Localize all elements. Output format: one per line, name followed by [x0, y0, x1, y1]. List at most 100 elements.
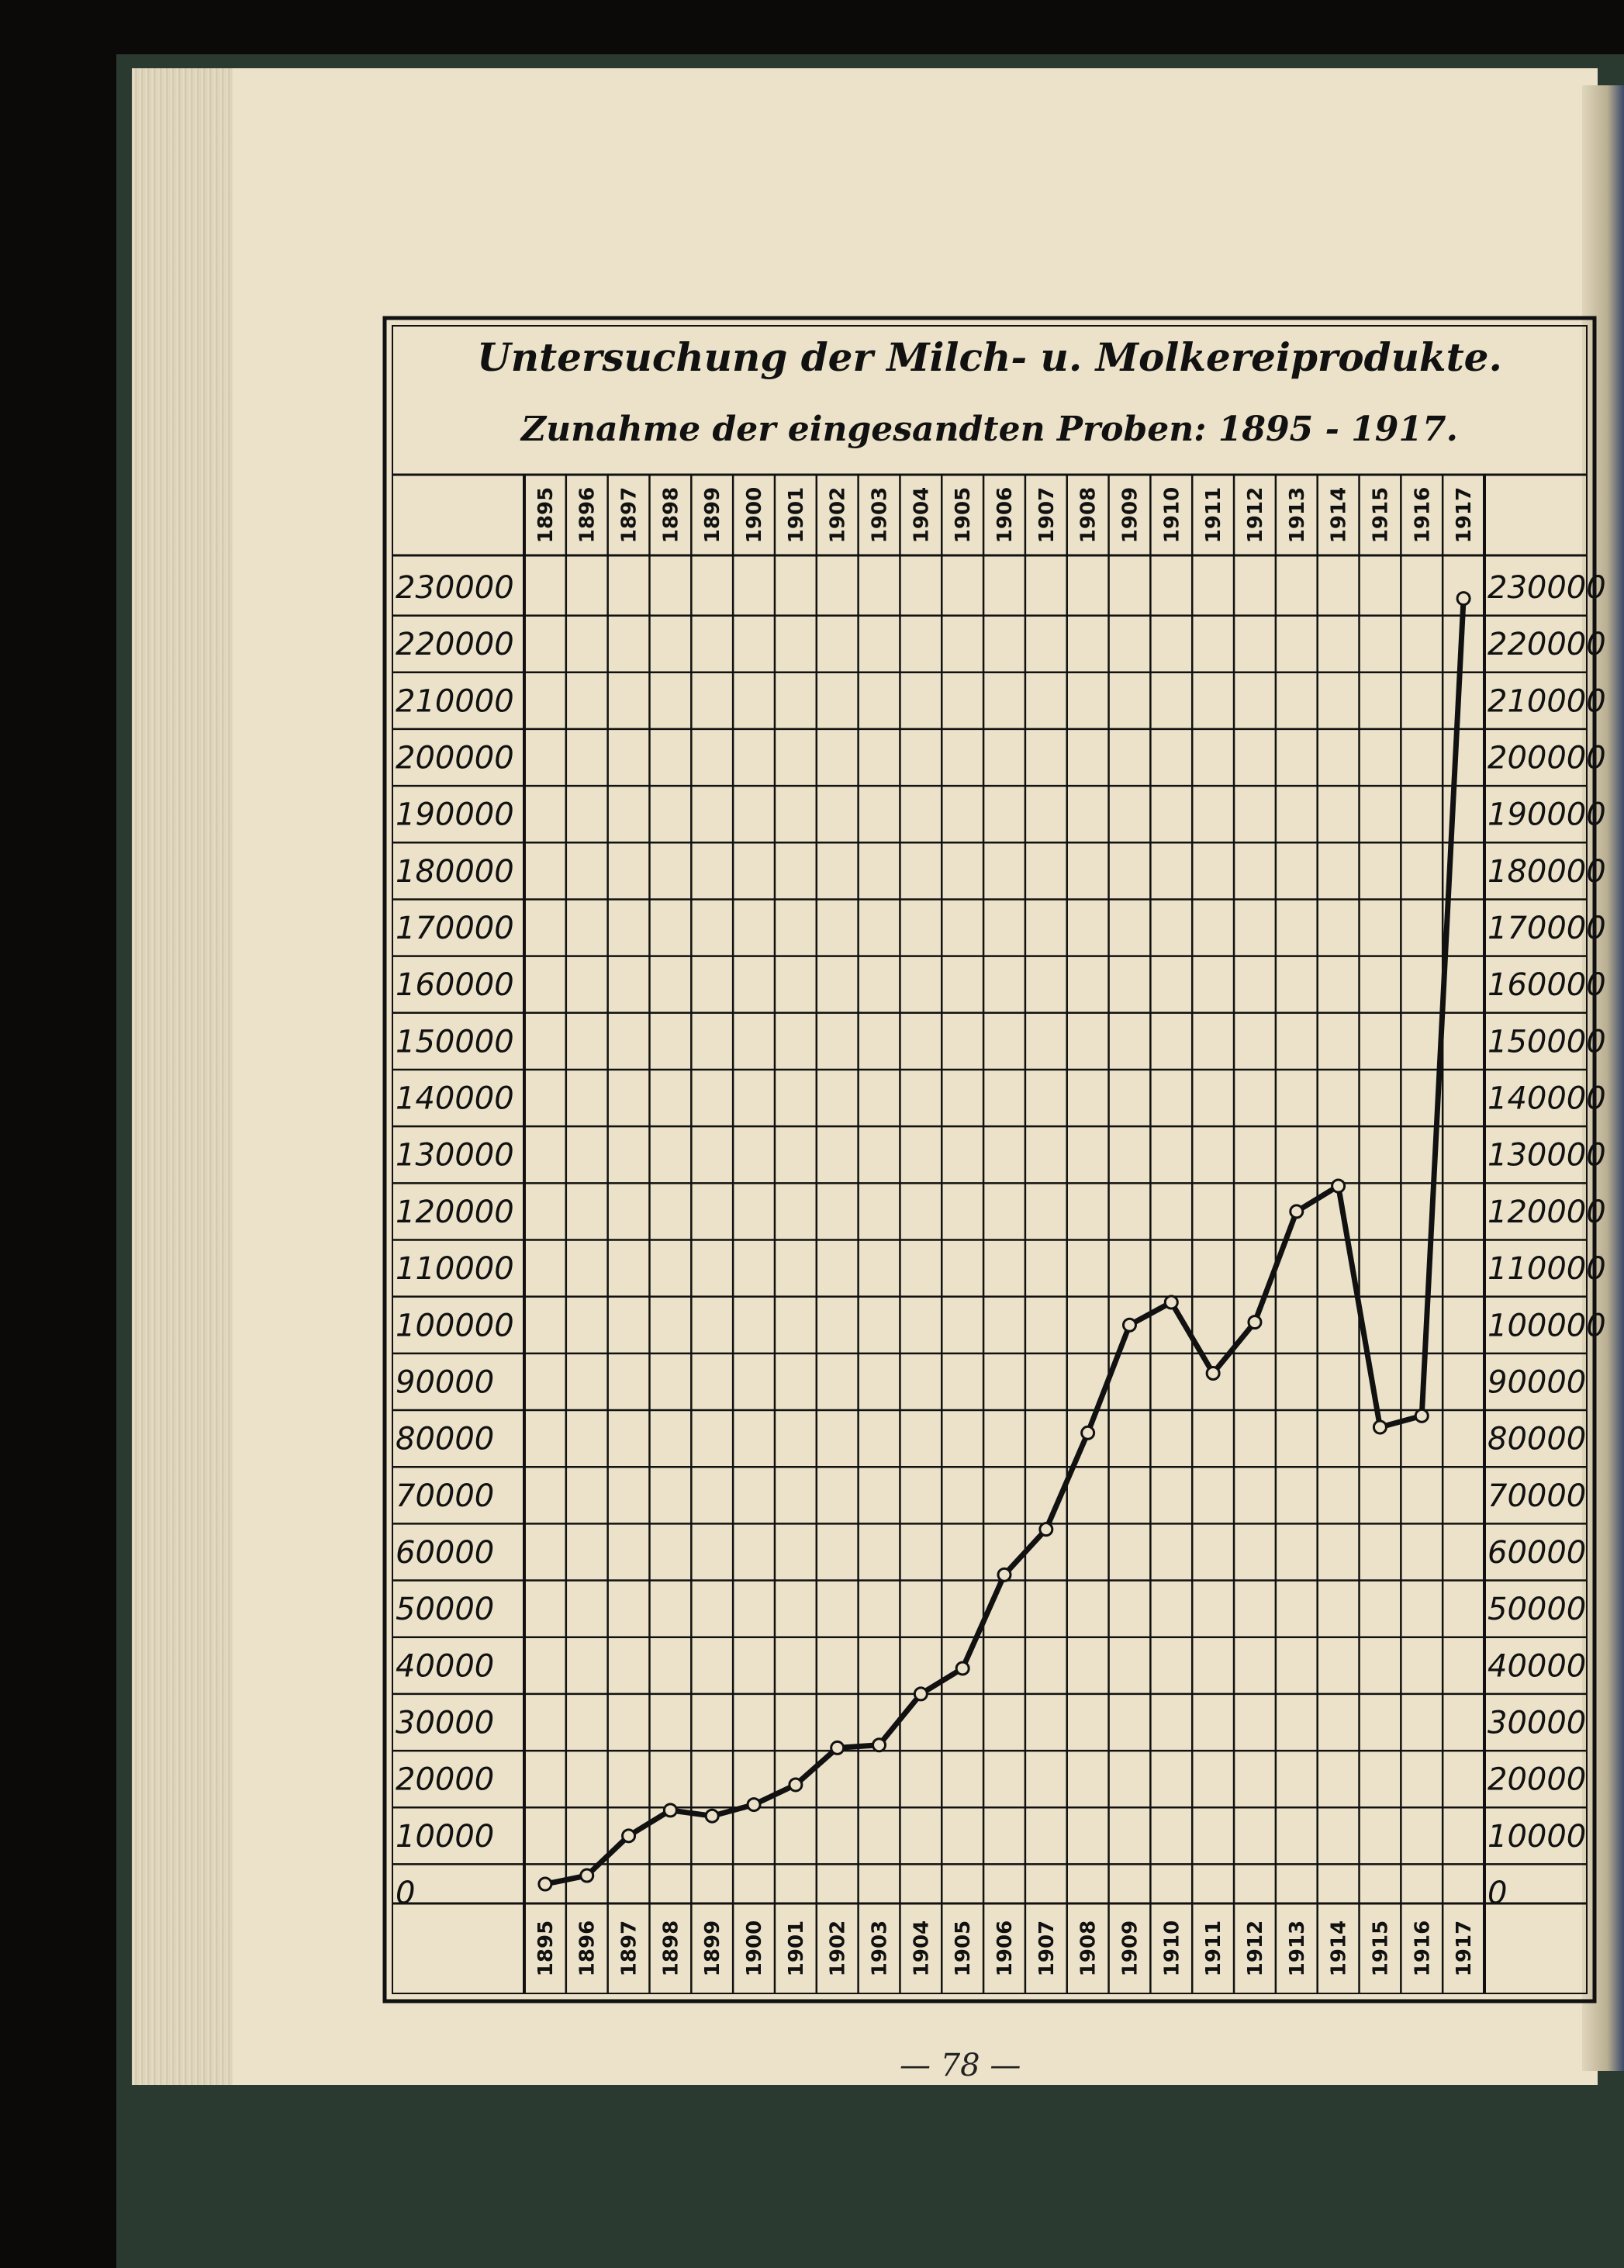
x-tick-label-bottom: 1907	[1035, 1921, 1059, 1976]
y-tick-label-right: 120000	[1488, 1195, 1606, 1230]
y-tick-label-right: 70000	[1488, 1478, 1586, 1514]
y-tick-label-left: 210000	[396, 683, 514, 719]
data-point-1897	[621, 1828, 637, 1844]
x-tick-label-top: 1912	[1244, 487, 1267, 543]
book-page	[233, 68, 1598, 2085]
y-tick-label-right: 230000	[1488, 570, 1606, 606]
y-tick-label-right: 200000	[1488, 741, 1606, 776]
y-tick-label-left: 150000	[396, 1024, 514, 1060]
chart-frame	[382, 316, 1597, 2004]
data-point-1911	[1205, 1365, 1221, 1381]
x-tick-label-bottom: 1903	[869, 1921, 892, 1976]
y-tick-label-left: 200000	[396, 741, 514, 776]
y-tick-label-left: 230000	[396, 570, 514, 606]
y-tick-label-left: 100000	[396, 1308, 514, 1343]
chart-subtitle: Zunahme der eingesandten Proben: 1895 - …	[520, 410, 1458, 449]
x-tick-label-bottom: 1897	[618, 1921, 641, 1976]
data-point-1899	[704, 1808, 720, 1824]
x-tick-label-top: 1911	[1202, 487, 1225, 543]
y-tick-label-left: 140000	[396, 1081, 514, 1117]
x-tick-label-bottom: 1911	[1202, 1921, 1225, 1976]
x-tick-label-bottom: 1916	[1411, 1921, 1434, 1976]
x-tick-label-top: 1901	[785, 487, 808, 543]
x-tick-label-top: 1896	[576, 487, 599, 543]
y-tick-label-right: 220000	[1488, 627, 1606, 662]
y-tick-label-left: 30000	[396, 1705, 494, 1741]
data-point-1904	[913, 1686, 928, 1702]
page-edges	[132, 68, 240, 2085]
x-tick-label-top: 1909	[1118, 487, 1142, 543]
data-point-1898	[662, 1803, 678, 1818]
x-tick-label-top: 1916	[1411, 487, 1434, 543]
y-tick-label-right: 60000	[1488, 1535, 1586, 1571]
x-tick-label-top: 1900	[743, 487, 766, 543]
x-tick-label-bottom: 1902	[827, 1921, 850, 1976]
x-tick-label-bottom: 1901	[785, 1921, 808, 1976]
chart-title: Untersuchung der Milch- u. Molkereiprodu…	[477, 334, 1502, 380]
x-tick-label-bottom: 1912	[1244, 1921, 1267, 1976]
x-tick-label-top: 1905	[952, 487, 975, 543]
x-tick-label-top: 1915	[1369, 487, 1392, 543]
y-tick-label-right: 180000	[1488, 854, 1606, 890]
y-tick-label-right: 10000	[1488, 1819, 1586, 1855]
y-tick-label-right: 100000	[1488, 1308, 1606, 1343]
x-tick-label-top: 1917	[1453, 487, 1476, 543]
x-tick-label-top: 1913	[1286, 487, 1309, 543]
x-tick-label-bottom: 1905	[952, 1921, 975, 1976]
y-tick-label-right: 210000	[1488, 683, 1606, 719]
y-tick-label-left: 60000	[396, 1535, 494, 1571]
y-tick-label-left: 90000	[396, 1364, 494, 1400]
y-tick-label-left: 180000	[396, 854, 514, 890]
x-tick-label-bottom: 1906	[993, 1921, 1017, 1976]
x-tick-label-bottom: 1900	[743, 1921, 766, 1976]
x-tick-label-top: 1903	[869, 487, 892, 543]
y-tick-label-left: 220000	[396, 627, 514, 662]
data-point-1896	[579, 1868, 595, 1883]
y-tick-label-right: 20000	[1488, 1762, 1586, 1798]
data-point-1895	[537, 1876, 553, 1892]
x-tick-label-top: 1908	[1077, 487, 1101, 543]
y-tick-label-right: 130000	[1488, 1138, 1606, 1174]
x-tick-label-bottom: 1909	[1118, 1921, 1142, 1976]
data-point-1915	[1372, 1419, 1387, 1435]
series-line	[537, 591, 1471, 1892]
x-tick-label-bottom: 1914	[1328, 1921, 1351, 1976]
data-point-1905	[955, 1661, 970, 1676]
y-tick-label-right: 80000	[1488, 1422, 1586, 1457]
data-point-1914	[1331, 1178, 1346, 1194]
x-tick-label-top: 1902	[827, 487, 850, 543]
data-point-1902	[830, 1740, 845, 1755]
x-tick-label-bottom: 1899	[701, 1921, 724, 1976]
chart-inner-frame	[392, 325, 1588, 1994]
y-tick-label-right: 160000	[1488, 967, 1606, 1003]
x-axis-ticks: 1895 1895 1896 1896 1897 1897 1898 1898 1899 1899…	[534, 487, 1476, 1976]
data-point-1903	[872, 1737, 887, 1753]
data-point-1917	[1456, 591, 1471, 607]
data-point-1908	[1080, 1425, 1096, 1440]
x-tick-label-top: 1895	[534, 487, 558, 543]
x-tick-label-bottom: 1915	[1369, 1921, 1392, 1976]
x-tick-label-top: 1904	[910, 487, 933, 543]
x-tick-label-bottom: 1913	[1286, 1921, 1309, 1976]
y-tick-label-left: 70000	[396, 1478, 494, 1514]
y-tick-label-left: 130000	[396, 1138, 514, 1174]
x-tick-label-top: 1897	[618, 487, 641, 543]
x-tick-label-top: 1899	[701, 487, 724, 543]
x-tick-label-bottom: 1908	[1077, 1921, 1101, 1976]
y-tick-label-left: 120000	[396, 1195, 514, 1230]
y-tick-label-right: 30000	[1488, 1705, 1586, 1741]
y-tick-label-right: 40000	[1488, 1648, 1586, 1684]
y-axis-ticks: 230000 230000 220000 220000 210000 210000 2000…	[396, 570, 1606, 1911]
y-tick-label-left: 170000	[396, 911, 514, 946]
y-tick-label-right: 110000	[1488, 1251, 1606, 1287]
data-point-1912	[1247, 1315, 1263, 1330]
y-tick-label-left: 80000	[396, 1422, 494, 1457]
y-tick-label-right: 50000	[1488, 1592, 1586, 1627]
data-point-1901	[788, 1777, 803, 1793]
y-tick-label-left: 190000	[396, 797, 514, 833]
y-tick-label-left: 0	[396, 1876, 415, 1911]
y-tick-label-right: 90000	[1488, 1364, 1586, 1400]
x-tick-label-top: 1914	[1328, 487, 1351, 543]
data-point-1906	[997, 1567, 1012, 1582]
